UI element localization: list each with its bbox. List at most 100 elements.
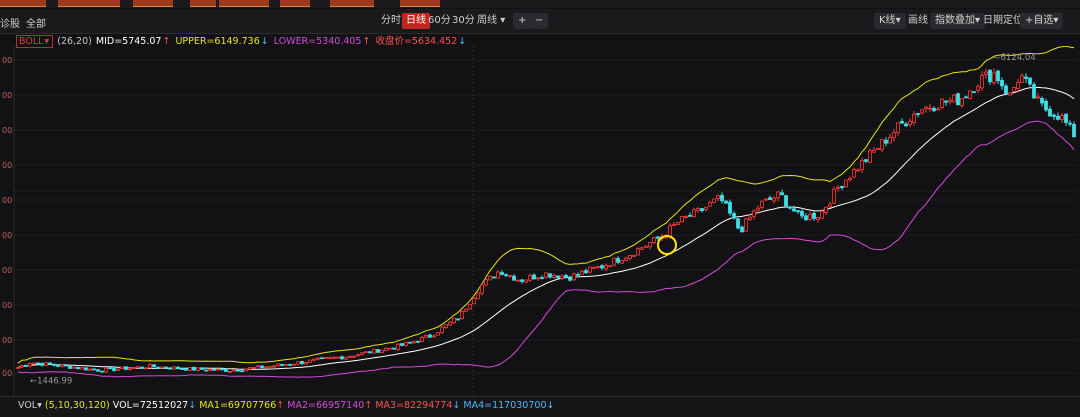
candle [116, 368, 120, 371]
top-nav-button[interactable] [219, 0, 269, 7]
chart-grid [13, 46, 1078, 396]
candle [960, 97, 964, 108]
y-tick-label: 00 [2, 301, 12, 310]
top-nav-button[interactable] [400, 0, 440, 7]
candle [136, 366, 140, 369]
tab-30min[interactable]: 30分 [452, 15, 475, 26]
candle [620, 259, 624, 264]
candle [688, 212, 692, 217]
watchlist-select[interactable]: +自选▾ [1020, 13, 1064, 29]
candle [840, 185, 844, 191]
chart-toolbar: 诊股 全部 分时 日线 60分 30分 周线 ▾ + − K线▾ 画线 指数叠加… [0, 9, 1080, 34]
tab-60min[interactable]: 60分 [428, 15, 451, 26]
boll-lower: LOWER=5340.405↑ [274, 36, 372, 47]
candle [280, 363, 284, 367]
candle [184, 368, 188, 371]
candle [200, 367, 204, 370]
top-nav-button[interactable] [280, 0, 310, 7]
indicator-select[interactable]: BOLL▾ [16, 35, 54, 48]
candle [700, 207, 704, 213]
candle [300, 360, 304, 365]
y-tick-label: 00 [2, 266, 12, 275]
candle [260, 364, 264, 369]
candle [716, 194, 720, 202]
boll-lower-line [17, 120, 1075, 378]
candle [404, 341, 408, 347]
zoom-in-button[interactable]: + [513, 13, 532, 29]
date-locate-button[interactable]: 日期定位 [983, 15, 1023, 26]
top-nav-button[interactable] [190, 0, 216, 7]
candle [144, 367, 148, 370]
candle [636, 247, 640, 256]
candle [232, 368, 236, 372]
candle [728, 199, 732, 216]
all-filter-link[interactable]: 全部 [26, 19, 46, 30]
stock-diagnosis-link[interactable]: 诊股 [0, 19, 20, 30]
candle [864, 159, 868, 164]
kline-type-select[interactable]: K线▾ [874, 13, 906, 29]
candle [292, 363, 296, 366]
candle [228, 370, 232, 373]
candle [288, 363, 292, 366]
draw-line-button[interactable]: 画线 [908, 15, 928, 26]
tab-daily[interactable]: 日线 [402, 13, 430, 29]
top-nav-button[interactable] [0, 0, 46, 7]
volume-indicator-select[interactable]: VOL▾ [18, 400, 42, 411]
candle [588, 266, 592, 274]
candle [984, 68, 988, 79]
candle [888, 133, 892, 144]
candle [36, 362, 40, 365]
candle [1036, 92, 1040, 100]
candle [932, 106, 936, 113]
candle [540, 275, 544, 280]
candle [1064, 113, 1068, 126]
candle [832, 186, 836, 205]
candle [320, 357, 324, 360]
y-tick-label: 00 [2, 231, 12, 240]
candle [544, 272, 548, 279]
candle [976, 84, 980, 93]
candle [560, 274, 564, 281]
candle [72, 366, 76, 369]
candle [672, 221, 676, 227]
zoom-out-button[interactable]: − [530, 13, 549, 29]
top-nav-button[interactable] [133, 0, 173, 7]
candle [604, 263, 608, 272]
candle [712, 198, 716, 204]
candle [188, 367, 192, 372]
candle [380, 349, 384, 354]
candle [596, 265, 600, 269]
candle [220, 368, 224, 371]
candle [724, 200, 728, 204]
candle [456, 318, 460, 321]
candle [244, 368, 248, 372]
candle [628, 254, 632, 261]
candle [48, 362, 52, 365]
candle [896, 122, 900, 137]
boll-legend: BOLL▾ (26,20) MID=5745.07↑ UPPER=6149.73… [16, 33, 468, 48]
candle [152, 364, 156, 368]
candle [192, 366, 196, 371]
candle [336, 356, 340, 359]
candle [948, 97, 952, 105]
kline-chart[interactable]: 0000000000000000000000←1446.99—6124.04 [0, 46, 1080, 396]
candle [84, 367, 88, 371]
volume-ma4: MA4=117030700 [463, 400, 547, 411]
top-nav-button[interactable] [330, 0, 374, 7]
candle [992, 68, 996, 86]
window-top-strip [0, 0, 1080, 8]
index-overlay-select[interactable]: 指数叠加▾ [930, 13, 986, 29]
candle [52, 363, 56, 367]
candle [844, 179, 848, 188]
candle [440, 325, 444, 335]
candle [704, 206, 708, 212]
chevron-down-icon: ▾ [37, 400, 42, 411]
candle [996, 69, 1000, 85]
top-nav-button[interactable] [58, 0, 120, 7]
boll-upper-value: UPPER=6149.736 [175, 36, 260, 47]
candle [476, 291, 480, 300]
tab-weekly[interactable]: 周线 ▾ [473, 13, 509, 29]
volume-ma1: MA1=69707766 [199, 400, 277, 411]
tab-timeshare[interactable]: 分时 [381, 15, 401, 26]
candle [684, 215, 688, 219]
